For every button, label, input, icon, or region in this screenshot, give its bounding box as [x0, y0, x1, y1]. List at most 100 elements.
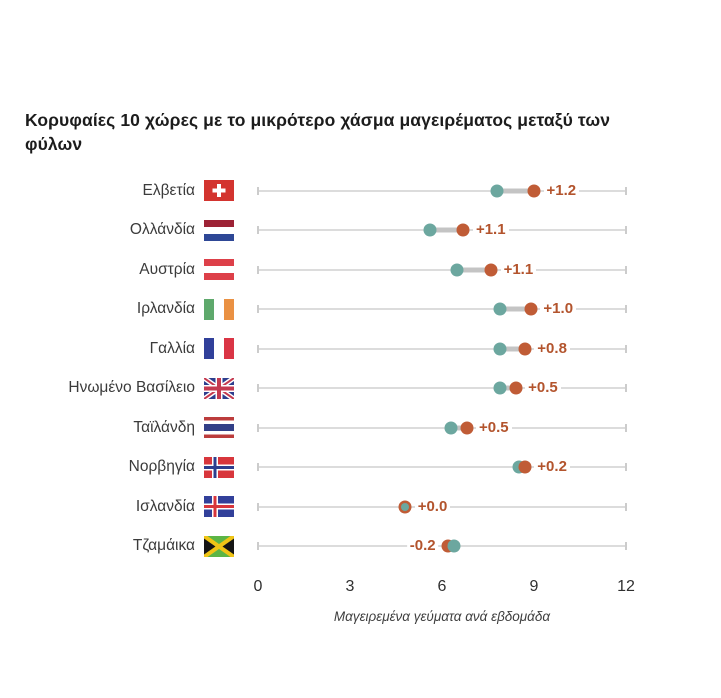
teal-dot [493, 342, 507, 356]
orange-dot [509, 381, 523, 395]
dumbbell-connector [500, 346, 525, 352]
axis-end-cap [625, 344, 627, 353]
flag-switzerland-icon [204, 180, 234, 202]
x-axis-tick: 0 [253, 578, 263, 595]
gap-value-label: +0.8 [534, 339, 570, 357]
dumbbell-connector [429, 227, 464, 233]
flag-france-icon [204, 338, 234, 360]
baseline [258, 189, 626, 192]
dumbbell-connector [500, 385, 516, 391]
dumbbell-track: +1.1 [257, 211, 627, 251]
dumbbell-row: Ολλάνδία +1.1 [0, 211, 721, 251]
flag-norway-icon [204, 456, 234, 478]
gap-value-label: +1.1 [472, 221, 509, 239]
baseline [258, 466, 626, 469]
axis-start-cap [257, 384, 259, 393]
gap-value-label: +0.5 [476, 418, 512, 436]
dumbbell-connector [497, 188, 534, 194]
country-label: Ελβετία [142, 181, 195, 199]
orange-dot [460, 421, 474, 435]
dumbbell-track: +0.0 [257, 487, 627, 527]
dumbbell-rows: Ελβετία +1.2 Ολλάνδία +1.1 Αυστρία +1.1 Ιρλανδ… [0, 171, 721, 566]
orange-dot [518, 460, 532, 474]
teal-dot [493, 381, 507, 395]
dumbbell-row: Ιρλανδία +1.0 [0, 290, 721, 330]
country-label: Ταϊλάνδη [133, 418, 195, 436]
x-axis-tick: 12 [617, 578, 635, 595]
dumbbell-row: Ελβετία +1.2 [0, 171, 721, 211]
country-label: Νορβηγία [128, 458, 195, 476]
axis-start-cap [257, 542, 259, 551]
dumbbell-track: +0.8 [257, 329, 627, 369]
gap-value-label: +0.0 [414, 497, 451, 515]
teal-dot [401, 502, 410, 511]
x-axis-label-wrap: Μαγειρεμένα γεύματα ανά εβδομάδα [258, 608, 626, 626]
flag-austria-icon [204, 259, 234, 281]
country-label: Αυστρία [139, 260, 195, 278]
teal-dot [423, 223, 437, 237]
baseline [258, 268, 626, 271]
teal-dot [450, 263, 464, 277]
axis-start-cap [257, 502, 259, 511]
dumbbell-row: Γαλλία +0.8 [0, 329, 721, 369]
axis-end-cap [625, 265, 627, 274]
dumbbell-track: +0.5 [257, 369, 627, 409]
gap-value-label: +1.0 [540, 300, 577, 318]
country-label: Ολλάνδία [129, 221, 195, 239]
flag-united-kingdom-icon [204, 377, 234, 399]
flag-netherlands-icon [204, 219, 234, 241]
chart-title: Κορυφαίες 10 χώρες με το μικρότερο χάσμα… [25, 110, 611, 154]
orange-dot [518, 342, 532, 356]
dumbbell-track: +0.5 [257, 408, 627, 448]
country-label: Ηνωμένο Βασίλειο [68, 379, 195, 397]
orange-dot [484, 263, 498, 277]
dumbbell-row: Ταϊλάνδη +0.5 [0, 408, 721, 448]
axis-start-cap [257, 186, 259, 195]
orange-dot [524, 302, 538, 316]
dumbbell-connector [451, 425, 467, 431]
dumbbell-track: -0.2 [257, 527, 627, 567]
dumbbell-row: Τζαμάικα -0.2 [0, 527, 721, 567]
flag-thailand-icon [204, 417, 234, 439]
dumbbell-row: Νορβηγία +0.2 [0, 448, 721, 488]
axis-end-cap [625, 542, 627, 551]
flag-jamaica-icon [204, 535, 234, 557]
axis-start-cap [257, 265, 259, 274]
dumbbell-connector [500, 306, 531, 312]
baseline [258, 426, 626, 429]
x-axis-label: Μαγειρεμένα γεύματα ανά εβδομάδα [333, 609, 551, 624]
dumbbell-track: +1.1 [257, 250, 627, 290]
dumbbell-track: +1.2 [257, 171, 627, 211]
gap-value-label: +0.5 [525, 379, 561, 397]
country-label: Γαλλία [149, 339, 195, 357]
orange-dot [527, 184, 541, 198]
axis-start-cap [257, 226, 259, 235]
dumbbell-row: Ισλανδία +0.0 [0, 487, 721, 527]
teal-dot [493, 302, 507, 316]
teal-dot [490, 184, 504, 198]
flag-iceland-icon [204, 496, 234, 518]
country-label: Ισλανδία [135, 497, 195, 515]
x-axis-tick: 3 [345, 578, 355, 595]
axis-end-cap [625, 502, 627, 511]
baseline [258, 308, 626, 311]
baseline [258, 387, 626, 390]
country-label: Τζαμάικα [132, 537, 195, 555]
axis-end-cap [625, 305, 627, 314]
flag-ireland-icon [204, 298, 234, 320]
axis-start-cap [257, 463, 259, 472]
axis-start-cap [257, 344, 259, 353]
gap-value-label: +1.1 [500, 260, 537, 278]
dumbbell-row: Ηνωμένο Βασίλειο +0.5 [0, 369, 721, 409]
dumbbell-row: Αυστρία +1.1 [0, 250, 721, 290]
axis-start-cap [257, 423, 259, 432]
x-axis: 0 3 6 9 12 [254, 578, 635, 598]
axis-start-cap [257, 305, 259, 314]
axis-end-cap [625, 463, 627, 472]
orange-dot [456, 223, 470, 237]
axis-end-cap [625, 423, 627, 432]
dumbbell-track: +1.0 [257, 290, 627, 330]
dumbbell-track: +0.2 [257, 448, 627, 488]
x-axis-tick: 6 [437, 578, 447, 595]
